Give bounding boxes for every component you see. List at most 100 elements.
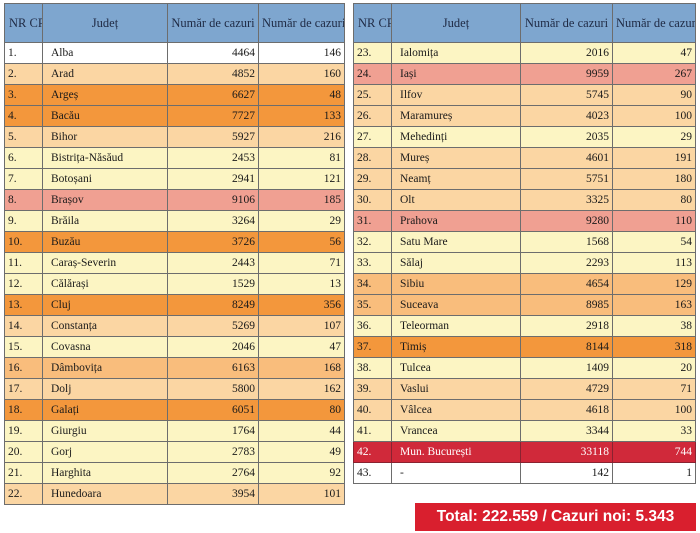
row-nr: 13. [4,294,43,316]
row-judet: Sălaj [391,252,521,274]
table-header-row: NR CRT. Județ Număr de cazuri Număr de c… [353,3,696,43]
row-judet: Hunedoara [42,483,168,505]
row-nr: 6. [4,147,43,169]
row-cazuri: 4852 [167,63,259,85]
row-nr: 5. [4,126,43,148]
row-cazuri: 2046 [167,336,259,358]
row-cazuri-noi: 180 [612,168,696,190]
row-judet: Argeș [42,84,168,106]
row-nr: 34. [353,273,392,295]
row-nr: 39. [353,378,392,400]
row-judet: Mureș [391,147,521,169]
row-judet: Cluj [42,294,168,316]
row-cazuri: 3325 [520,189,613,211]
row-nr: 32. [353,231,392,253]
row-nr: 24. [353,63,392,85]
row-nr: 16. [4,357,43,379]
row-cazuri-noi: 216 [258,126,345,148]
row-nr: 14. [4,315,43,337]
row-cazuri-noi: 49 [258,441,345,463]
table-row: 39. Vaslui 4729 71 [353,378,696,400]
row-nr: 7. [4,168,43,190]
row-cazuri-noi: 744 [612,441,696,463]
row-judet: Dâmbovița [42,357,168,379]
row-nr: 11. [4,252,43,274]
table-row: 43. -142 1 [353,462,696,484]
row-cazuri: 6627 [167,84,259,106]
row-nr: 33. [353,252,392,274]
row-cazuri-noi: 162 [258,378,345,400]
row-cazuri-noi: 44 [258,420,345,442]
row-cazuri-noi: 121 [258,168,345,190]
row-cazuri-noi: 33 [612,420,696,442]
row-judet: Sibiu [391,273,521,295]
table-row: 1. Alba 4464 146 [4,42,345,64]
row-judet: Vrancea [391,420,521,442]
row-nr: 42. [353,441,392,463]
row-cazuri: 5927 [167,126,259,148]
table-row: 18. Galați 6051 80 [4,399,345,421]
row-cazuri-noi: 267 [612,63,696,85]
row-nr: 37. [353,336,392,358]
row-cazuri-noi: 146 [258,42,345,64]
table-row: 8. Brașov 9106 185 [4,189,345,211]
right-cases-table: NR CRT. Județ Număr de cazuri Număr de c… [353,3,696,484]
row-judet: Suceava [391,294,521,316]
row-judet: Teleorman [391,315,521,337]
table-row: 15. Covasna 2046 47 [4,336,345,358]
row-judet: Ilfov [391,84,521,106]
row-judet: Ialomița [391,42,521,64]
row-cazuri-noi: 101 [258,483,345,505]
row-cazuri-noi: 163 [612,294,696,316]
row-cazuri-noi: 56 [258,231,345,253]
row-judet: Brăila [42,210,168,232]
table-row: 16. Dâmbovița 6163 168 [4,357,345,379]
row-cazuri: 8249 [167,294,259,316]
row-judet: Arad [42,63,168,85]
row-nr: 25. [353,84,392,106]
row-cazuri: 8144 [520,336,613,358]
row-judet: Brașov [42,189,168,211]
row-cazuri: 1568 [520,231,613,253]
row-cazuri: 5800 [167,378,259,400]
row-judet: Alba [42,42,168,64]
row-cazuri: 6163 [167,357,259,379]
header-nr: NR CRT. [353,3,392,43]
left-table-body: 1. Alba 4464 146 2. Arad 4852 160 3. Argeș 6627 48 4… [4,42,345,505]
row-cazuri-noi: 133 [258,105,345,127]
row-cazuri-noi: 129 [612,273,696,295]
row-cazuri-noi: 38 [612,315,696,337]
row-judet: Covasna [42,336,168,358]
row-cazuri: 4729 [520,378,613,400]
table-row: 12. Călărași 1529 13 [4,273,345,295]
table-row: 3. Argeș 6627 48 [4,84,345,106]
table-row: 40. Vâlcea 4618 100 [353,399,696,421]
table-row: 27. Mehedinți 2035 29 [353,126,696,148]
header-cazuri: Număr de cazuri [520,3,613,43]
row-cazuri: 33118 [520,441,613,463]
row-nr: 15. [4,336,43,358]
row-cazuri-noi: 47 [612,42,696,64]
row-cazuri-noi: 191 [612,147,696,169]
row-cazuri-noi: 90 [612,84,696,106]
row-cazuri-noi: 1 [612,462,696,484]
row-cazuri-noi: 356 [258,294,345,316]
row-cazuri: 5269 [167,315,259,337]
row-cazuri-noi: 29 [612,126,696,148]
row-nr: 27. [353,126,392,148]
row-cazuri-noi: 113 [612,252,696,274]
row-judet: Vâlcea [391,399,521,421]
row-cazuri-noi: 81 [258,147,345,169]
row-cazuri: 4654 [520,273,613,295]
row-cazuri-noi: 160 [258,63,345,85]
row-cazuri-noi: 168 [258,357,345,379]
row-cazuri: 2453 [167,147,259,169]
row-cazuri-noi: 92 [258,462,345,484]
row-cazuri: 1529 [167,273,259,295]
row-cazuri: 2918 [520,315,613,337]
row-judet: Mehedinți [391,126,521,148]
row-judet: - [391,462,521,484]
row-cazuri: 2783 [167,441,259,463]
row-judet: Botoșani [42,168,168,190]
row-cazuri-noi: 80 [258,399,345,421]
